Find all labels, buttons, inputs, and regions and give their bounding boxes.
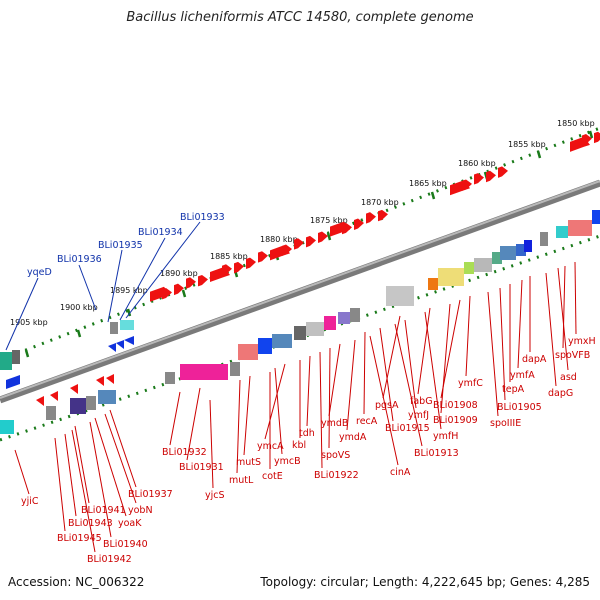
gene-label-bottom[interactable]: ymcA — [257, 441, 284, 452]
gene-label-bottom[interactable]: dapG — [548, 388, 573, 399]
scale-label: 1900 kbp — [60, 303, 98, 312]
gene-arrow[interactable] — [174, 283, 184, 296]
gene-label-bottom[interactable]: BLi01937 — [128, 489, 173, 500]
gene-label-bottom[interactable]: cotE — [262, 471, 283, 482]
gene-arrow[interactable] — [486, 170, 496, 183]
gene-label-top[interactable]: BLi01936 — [57, 254, 102, 265]
gene-label-bottom[interactable]: BLi01908 — [433, 400, 478, 411]
scale-label: 1870 kbp — [361, 198, 399, 207]
gene-label-top[interactable]: yqeD — [27, 267, 52, 278]
gene-label-bottom[interactable]: yjcS — [205, 490, 225, 501]
genome-backbone — [0, 179, 600, 404]
gene-label-bottom[interactable]: fabG — [410, 396, 433, 407]
gene-label-bottom[interactable]: ymfC — [458, 378, 483, 389]
gene-label-bottom[interactable]: BLi01941 — [81, 505, 126, 516]
scale-label: 1865 kbp — [409, 179, 447, 188]
gene-arrow[interactable] — [378, 209, 388, 222]
gene-arrow[interactable] — [462, 179, 472, 191]
gene-arrow[interactable] — [246, 257, 256, 270]
gene-arrow[interactable] — [354, 218, 364, 230]
gene-label-bottom[interactable]: BLi01942 — [87, 554, 132, 565]
gene-label-bottom[interactable]: ymfA — [510, 370, 535, 381]
gene-arrow[interactable] — [306, 235, 316, 248]
gene-arrow[interactable] — [294, 238, 304, 250]
scale-label: 1875 kbp — [310, 216, 348, 225]
scale-label: 1895 kbp — [110, 286, 148, 295]
scale-label: 1905 kbp — [10, 318, 48, 327]
scale-label: 1855 kbp — [508, 140, 546, 149]
feature-boxes — [0, 210, 600, 434]
reverse-gene-track — [6, 336, 134, 389]
gene-arrow[interactable] — [282, 244, 292, 257]
gene-label-bottom[interactable]: BLi01945 — [57, 533, 102, 544]
gene-label-bottom[interactable]: yjiC — [21, 496, 39, 507]
gene-arrow[interactable] — [234, 261, 244, 274]
top-label-leaders — [5, 221, 201, 351]
gene-label-bottom[interactable]: BLi01913 — [414, 448, 459, 459]
gene-label-bottom[interactable]: mutS — [236, 457, 261, 468]
gene-label-bottom[interactable]: spoIIIE — [490, 418, 521, 429]
scale-label: 1890 kbp — [160, 269, 198, 278]
gene-label-top[interactable]: BLi01934 — [138, 227, 183, 238]
map-title: Bacillus licheniformis ATCC 14580, compl… — [126, 10, 474, 25]
gene-arrow[interactable] — [222, 264, 232, 276]
scale-label: 1885 kbp — [210, 252, 248, 261]
gene-label-bottom[interactable]: BLi01932 — [162, 447, 207, 458]
gene-label-bottom[interactable]: tdh — [299, 428, 315, 439]
topology-text: Topology: circular; Length: 4,222,645 bp… — [260, 575, 590, 589]
gene-arrow[interactable] — [498, 166, 508, 178]
gene-label-bottom[interactable]: ymdB — [321, 418, 348, 429]
gene-arrow[interactable] — [474, 173, 484, 185]
gene-label-bottom[interactable]: mutL — [229, 475, 254, 486]
gene-label-bottom[interactable]: BLi01915 — [385, 423, 430, 434]
gene-arrow[interactable] — [594, 131, 600, 144]
gene-arrow[interactable] — [258, 251, 268, 263]
gene-label-bottom[interactable]: dapA — [522, 354, 547, 365]
gene-arrow[interactable] — [198, 274, 208, 287]
gene-label-bottom[interactable]: ymxH — [568, 336, 596, 347]
gene-label-bottom[interactable]: yobN — [128, 505, 153, 516]
gene-arrow[interactable] — [186, 277, 196, 289]
gene-arrow[interactable] — [70, 384, 78, 394]
gene-label-bottom[interactable]: ymcB — [274, 456, 301, 467]
gene-label-top[interactable]: BLi01933 — [180, 212, 225, 223]
gene-label-bottom[interactable]: spoVS — [321, 450, 350, 461]
gene-label-bottom[interactable]: recA — [356, 416, 378, 427]
scale-label: 1880 kbp — [260, 235, 298, 244]
forward-gene-track — [36, 131, 600, 406]
gene-label-bottom[interactable]: BLi01909 — [433, 415, 478, 426]
gene-label-bottom[interactable]: BLi01940 — [103, 539, 148, 550]
gene-label-bottom[interactable]: ymfJ — [408, 410, 429, 421]
gene-label-bottom[interactable]: yoaK — [118, 518, 142, 529]
gene-label-bottom[interactable]: tepA — [502, 384, 525, 395]
gene-arrow[interactable] — [36, 396, 44, 406]
gene-arrow[interactable] — [50, 391, 58, 401]
scale-label: 1860 kbp — [458, 159, 496, 168]
gene-label-bottom[interactable]: asd — [560, 372, 577, 383]
gene-label-bottom[interactable]: ymfH — [433, 431, 458, 442]
gene-arrow[interactable] — [366, 212, 376, 224]
gene-label-bottom[interactable]: BLi01922 — [314, 470, 359, 481]
gene-label-top[interactable]: BLi01935 — [98, 240, 143, 251]
accession-text: Accession: NC_006322 — [8, 575, 145, 589]
gene-label-bottom[interactable]: kbl — [292, 440, 306, 451]
gene-label-bottom[interactable]: BLi01905 — [497, 402, 542, 413]
gene-label-bottom[interactable]: spoVFB — [555, 350, 590, 361]
gene-label-bottom[interactable]: cinA — [390, 467, 411, 478]
gene-arrow[interactable] — [318, 231, 328, 243]
gene-label-bottom[interactable]: BLi01931 — [179, 462, 224, 473]
gene-label-bottom[interactable]: BLi01943 — [68, 518, 113, 529]
gene-label-bottom[interactable]: ymdA — [339, 432, 367, 443]
gene-label-bottom[interactable]: pgsA — [375, 400, 399, 411]
gene-arrow[interactable] — [342, 222, 352, 235]
scale-label: 1850 kbp — [557, 119, 595, 128]
gene-arrow[interactable] — [582, 134, 592, 146]
gene-arrow[interactable] — [106, 374, 114, 384]
gene-arrow[interactable] — [162, 287, 172, 300]
bottom-label-leaders — [14, 261, 577, 553]
gene-arrow[interactable] — [96, 376, 104, 386]
